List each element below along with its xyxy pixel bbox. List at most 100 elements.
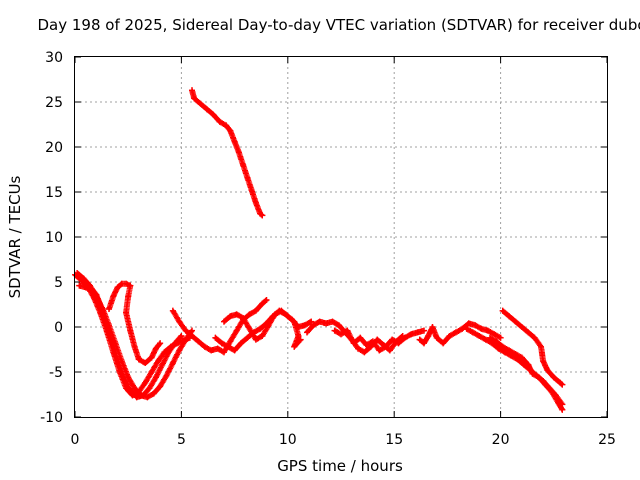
x-axis-label: GPS time / hours (277, 457, 403, 475)
data-point (257, 325, 264, 332)
data-point (218, 340, 225, 347)
data-point (227, 338, 234, 345)
y-tick-label: -10 (40, 410, 63, 426)
series-sat-c (76, 282, 185, 401)
series-sat-i (304, 318, 406, 356)
chart-title: Day 198 of 2025, Sidereal Day-to-day VTE… (37, 16, 640, 34)
plot-frame (74, 56, 608, 418)
data-point (542, 381, 549, 388)
x-tick-label: 5 (177, 432, 186, 448)
data-point (355, 345, 361, 352)
series-sat-m (487, 334, 566, 413)
data-point (476, 333, 483, 339)
data-point (231, 138, 238, 145)
data-point (123, 280, 130, 287)
data-point (208, 347, 215, 354)
data-point (487, 334, 493, 341)
data-point (203, 106, 210, 113)
data-point (246, 311, 253, 318)
y-tick-label: -5 (49, 365, 63, 381)
data-point (529, 370, 536, 377)
x-tick-label: 0 (71, 432, 80, 448)
data-point (93, 291, 100, 298)
x-axis-ticks: 0 5 10 15 20 25 (71, 57, 616, 448)
y-tick-label: 10 (45, 230, 63, 246)
data-point (195, 338, 202, 345)
x-tick-label: 20 (492, 432, 510, 448)
data-point (155, 358, 161, 365)
data-point (482, 336, 489, 343)
data-point (227, 127, 234, 134)
data-point (297, 336, 304, 343)
data-point (176, 318, 183, 325)
data-point (491, 331, 498, 338)
data-point (127, 327, 134, 334)
data-point (301, 322, 308, 329)
data-point (421, 327, 427, 334)
data-point (108, 336, 115, 343)
data-point (291, 343, 298, 350)
data-point (135, 356, 142, 363)
data-point (472, 322, 479, 329)
series-marks (189, 87, 266, 219)
data-point (244, 174, 251, 181)
data-point (101, 316, 108, 323)
data-point (191, 95, 198, 102)
data-point (310, 322, 317, 329)
data-point (201, 343, 208, 350)
data-point (150, 390, 157, 397)
data-point (538, 343, 544, 350)
data-point (518, 354, 525, 361)
data-point (361, 349, 368, 356)
data-points (72, 87, 566, 413)
data-point (272, 311, 278, 318)
data-point (550, 374, 557, 381)
data-point (148, 354, 155, 361)
data-point (559, 381, 566, 388)
data-point (323, 320, 330, 327)
data-point (401, 334, 408, 341)
data-point (74, 270, 81, 276)
y-axis-ticks: -10 -5 0 5 10 15 20 25 30 (40, 50, 607, 426)
data-point (238, 340, 244, 347)
series-sat-f (169, 297, 270, 356)
data-point (548, 388, 555, 395)
data-point (335, 322, 342, 329)
y-tick-label: 30 (45, 50, 63, 66)
data-point (252, 199, 259, 206)
data-point (518, 324, 525, 330)
data-point (120, 374, 127, 381)
data-point (157, 383, 164, 390)
data-point (469, 329, 476, 336)
data-point (189, 327, 195, 334)
data-point (142, 379, 149, 386)
data-point (463, 325, 470, 332)
data-point (146, 385, 153, 392)
data-point (140, 392, 147, 399)
data-point (152, 345, 159, 352)
data-point (223, 122, 230, 129)
data-point (338, 331, 344, 338)
data-point (278, 307, 285, 314)
data-point (433, 334, 440, 341)
data-point (499, 307, 506, 314)
data-point (291, 318, 298, 325)
data-point (495, 345, 502, 352)
data-point (248, 187, 255, 194)
data-point (478, 325, 485, 332)
data-point (329, 318, 336, 325)
data-point (331, 327, 338, 334)
data-point (316, 318, 323, 325)
data-point (493, 338, 500, 345)
data-point (182, 336, 189, 343)
data-point (221, 318, 227, 325)
data-point (210, 111, 217, 118)
series-sat-d (106, 280, 164, 366)
data-point (344, 327, 351, 334)
data-point (263, 297, 270, 303)
data-point (133, 394, 140, 401)
y-axis-label: SDTVAR / TECUs (6, 175, 24, 298)
data-point (440, 340, 447, 347)
data-point (76, 282, 83, 289)
data-point (182, 327, 189, 334)
